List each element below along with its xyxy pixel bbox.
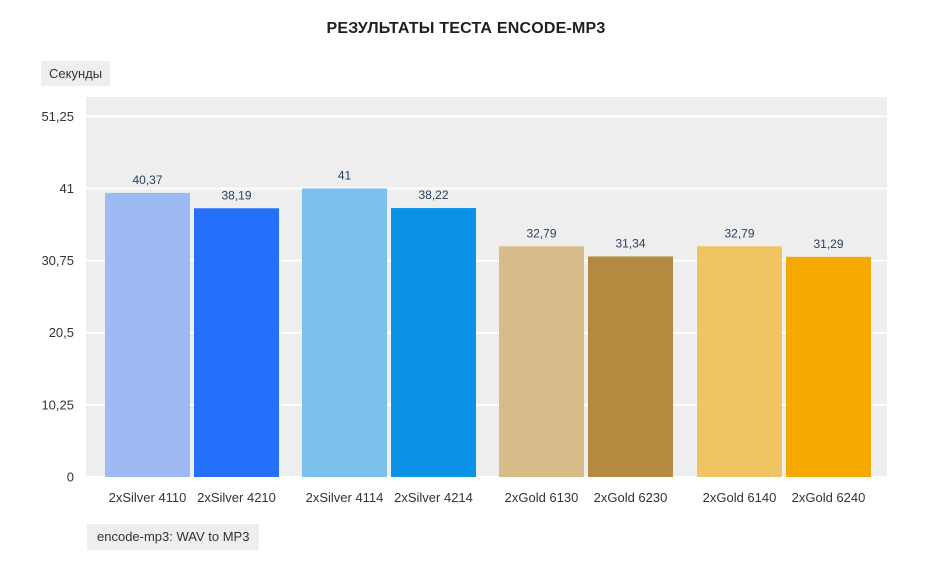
- x-tick-label: 2xSilver 4210: [197, 490, 276, 505]
- x-tick-label: 2xGold 6240: [792, 490, 866, 505]
- data-label: 38,22: [418, 188, 448, 202]
- data-label: 32,79: [526, 226, 556, 240]
- y-tick-label: 0: [67, 470, 74, 485]
- bar: [105, 192, 190, 478]
- y-tick-label: 10,25: [41, 397, 74, 412]
- data-label: 38,19: [221, 188, 251, 202]
- x-tick-label: 2xGold 6130: [505, 490, 579, 505]
- y-tick-label: 20,5: [49, 325, 74, 340]
- y-tick-label: 30,75: [41, 253, 74, 268]
- y-tick-label: 51,25: [41, 109, 74, 124]
- bar: [588, 256, 673, 477]
- bar: [391, 208, 476, 478]
- x-axis-label: encode-mp3: WAV to MP3: [87, 524, 260, 550]
- data-label: 32,79: [724, 226, 754, 240]
- x-tick-label: 2xGold 6230: [594, 490, 668, 505]
- chart-title: РЕЗУЛЬТАТЫ ТЕСТА ENCODE-MP3: [326, 20, 606, 37]
- y-axis-label: Секунды: [41, 61, 111, 86]
- x-tick-label: 2xSilver 4110: [109, 490, 187, 505]
- x-tick-label: 2xSilver 4114: [306, 490, 384, 505]
- data-label: 31,29: [813, 237, 843, 251]
- bar: [786, 256, 871, 477]
- bar: [302, 188, 387, 477]
- bar: [194, 208, 279, 477]
- bar: [697, 246, 782, 477]
- data-label: 41: [338, 168, 352, 182]
- data-label: 40,37: [132, 173, 162, 187]
- data-label: 31,34: [615, 236, 645, 250]
- x-tick-label: 2xSilver 4214: [394, 490, 473, 505]
- y-tick-label: 41: [60, 181, 74, 196]
- bar: [499, 246, 584, 477]
- x-tick-label: 2xGold 6140: [703, 490, 777, 505]
